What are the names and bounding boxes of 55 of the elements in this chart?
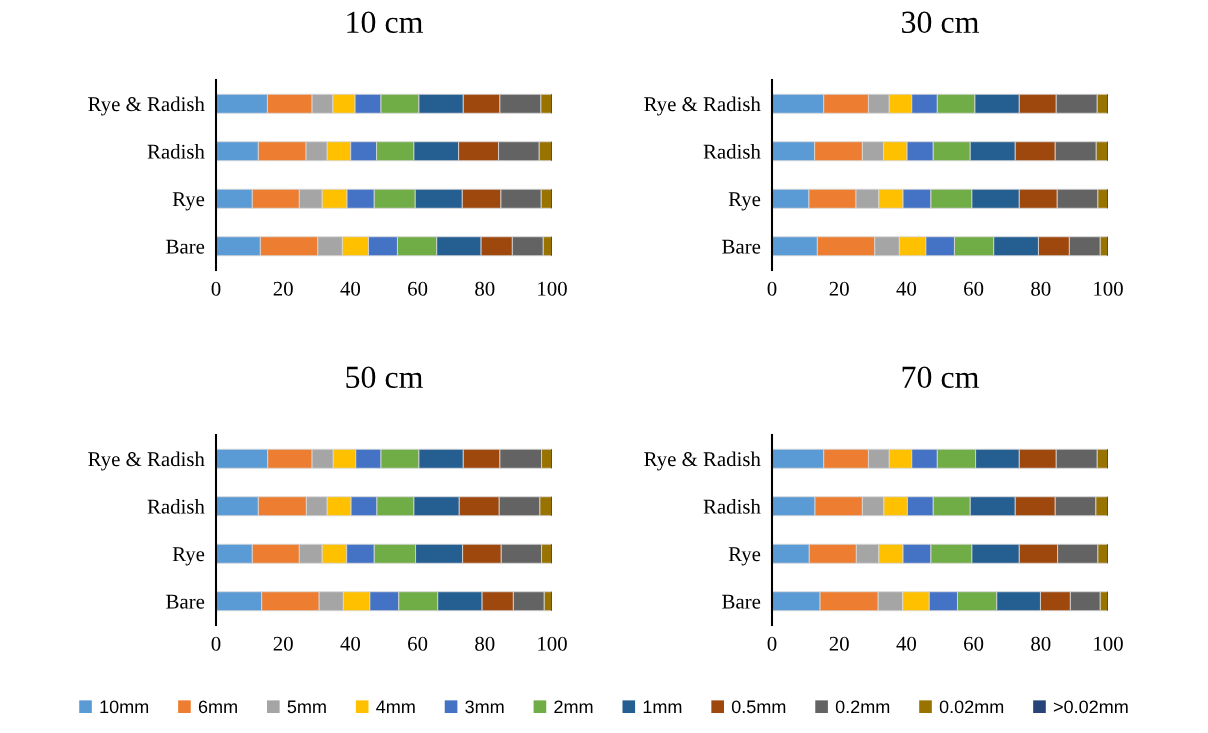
x-tick-label: 0 (767, 281, 777, 296)
y-tick-label: Rye (172, 547, 205, 566)
x-tick-label: 0 (211, 636, 221, 651)
x-tick-label: 0 (211, 281, 221, 296)
legend-label: >0.02mm (1053, 700, 1128, 714)
chart-title: 50 cm (346, 366, 423, 389)
y-tick-label: Rye & Radish (88, 96, 205, 116)
x-tick-label: 20 (273, 636, 293, 651)
x-tick-label: 40 (896, 636, 917, 651)
x-tick-label: 60 (408, 636, 428, 651)
legend-label: 1mm (643, 700, 682, 713)
x-tick-label: 20 (829, 636, 849, 651)
chart-title: 30 cm (902, 11, 979, 34)
y-tick-label: Rye & Radish (88, 451, 205, 471)
chart-title: 70 cm (902, 366, 979, 389)
legend-label: 5mm (287, 700, 326, 714)
y-tick-label: Radish (703, 499, 761, 514)
y-tick-label: Rye (728, 547, 761, 566)
x-tick-label: 100 (538, 281, 567, 296)
y-tick-label: Rye (728, 192, 761, 211)
x-tick-label: 80 (1031, 281, 1051, 296)
y-tick-label: Radish (703, 144, 761, 159)
y-tick-label: Rye (172, 192, 205, 211)
legend-label: 10mm (100, 700, 149, 714)
x-tick-label: 20 (829, 281, 849, 296)
y-tick-label: Bare (722, 239, 761, 254)
y-tick-label: Bare (166, 594, 205, 609)
x-tick-label: 100 (1094, 281, 1123, 296)
legend-label: 0.2mm (835, 700, 890, 714)
y-tick-label: Radish (147, 144, 205, 159)
x-tick-label: 80 (475, 281, 495, 296)
legend-label: 6mm (198, 700, 237, 714)
x-tick-label: 0 (767, 636, 777, 651)
x-tick-label: 100 (538, 636, 567, 651)
x-tick-label: 80 (475, 636, 495, 651)
x-tick-label: 40 (340, 636, 361, 651)
x-tick-label: 40 (896, 281, 917, 296)
legend-label: 4mm (376, 700, 415, 713)
legend-label: 3mm (465, 700, 504, 714)
y-tick-label: Bare (166, 239, 205, 254)
x-tick-label: 20 (273, 281, 293, 296)
x-tick-label: 80 (1031, 636, 1051, 651)
y-tick-label: Rye & Radish (644, 96, 761, 116)
x-tick-label: 100 (1094, 636, 1123, 651)
x-tick-label: 60 (964, 636, 984, 651)
legend-label: 0.5mm (731, 700, 786, 714)
x-tick-label: 60 (408, 281, 428, 296)
y-tick-label: Bare (722, 594, 761, 609)
y-tick-label: Radish (147, 499, 205, 514)
chart-title: 10 cm (347, 11, 423, 34)
legend-label: 2mm (554, 700, 593, 713)
legend-label: 0.02mm (939, 700, 1004, 714)
x-tick-label: 60 (964, 281, 984, 296)
x-tick-label: 40 (340, 281, 361, 296)
y-tick-label: Rye & Radish (644, 451, 761, 471)
